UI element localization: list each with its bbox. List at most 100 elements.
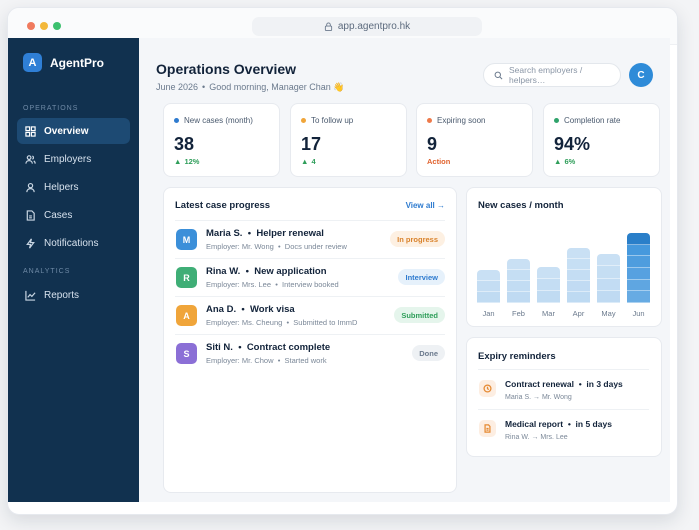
greeting: Good morning, Manager Chan 👋 [209, 82, 345, 92]
section-label-operations: OPERATIONS [23, 105, 79, 112]
stat-card-completion[interactable]: Completion rate 94% ▲ 6% [543, 103, 660, 177]
status-dot [554, 118, 559, 123]
stat-card-follow-up[interactable]: To follow up 17 ▲ 4 [290, 103, 407, 177]
stat-change: ▲ 6% [554, 157, 575, 166]
users-icon [25, 154, 36, 164]
sidebar-item-label: Helpers [44, 181, 79, 193]
new-cases-chart-panel: New cases / month Jan Feb Mar Apr May Jun [466, 187, 662, 327]
stat-card-new-cases[interactable]: New cases (month) 38 ▲ 12% [163, 103, 280, 177]
grid-icon [25, 125, 36, 137]
case-title: Ana D. • Work visa [206, 304, 295, 315]
sidebar-item-employers[interactable]: Employers [17, 146, 130, 172]
case-row[interactable]: R Rina W. • New application Employer: Mr… [175, 258, 445, 296]
stat-label-text: Completion rate [564, 116, 621, 125]
helper-name: Rina W. [206, 266, 241, 277]
case-note: Submitted to ImmD [293, 318, 358, 327]
view-all-link[interactable]: View all → [405, 201, 445, 210]
stat-value: 9 [427, 134, 438, 154]
x-tick-label: Apr [572, 309, 585, 318]
stat-change-text: 4 [311, 157, 316, 166]
reminder-item[interactable]: Contract renewal • in 3 days Maria S. → … [478, 369, 649, 409]
stat-value: 38 [174, 134, 195, 154]
close-window-button[interactable] [27, 22, 35, 30]
case-row[interactable]: S Siti N. • Contract complete Employer: … [175, 334, 445, 372]
case-meta: Employer: Mr. Chow • Started work [206, 356, 327, 365]
stat-value: 94% [554, 134, 591, 154]
trend-up-icon: ▲ [554, 157, 562, 166]
status-badge: In progress [390, 231, 445, 247]
case-row[interactable]: A Ana D. • Work visa Employer: Ms. Cheun… [175, 296, 445, 334]
trend-up-icon: ▲ [174, 157, 182, 166]
sidebar-item-label: Overview [44, 125, 89, 137]
trend-up-icon: ▲ [301, 157, 309, 166]
reminder-title: Medical report • in 5 days [505, 419, 612, 429]
bar-jan[interactable] [477, 270, 500, 303]
sidebar-item-notifications[interactable]: Notifications [17, 230, 130, 256]
sidebar-item-overview[interactable]: Overview [17, 118, 130, 144]
case-note: Docs under review [284, 242, 347, 251]
case-meta: Employer: Mrs. Lee • Interview booked [206, 280, 339, 289]
x-tick-label: May [601, 309, 616, 318]
reminder-due: in 3 days [586, 379, 623, 389]
maximize-window-button[interactable] [53, 22, 61, 30]
helper-name: Ana D. [206, 304, 237, 315]
user-avatar[interactable]: C [629, 63, 653, 87]
search-input[interactable]: Search employers / helpers… [483, 63, 621, 87]
sidebar-item-reports[interactable]: Reports [17, 282, 130, 308]
expiry-reminders-panel: Expiry reminders Contract renewal • in 3… [466, 337, 662, 457]
stat-change: Action [427, 157, 450, 166]
status-dot [174, 118, 179, 123]
separator: • [202, 82, 206, 92]
sidebar-item-helpers[interactable]: Helpers [17, 174, 130, 200]
case-meta: Employer: Ms. Cheung • Submitted to ImmD [206, 318, 358, 327]
sidebar-item-label: Notifications [44, 237, 99, 249]
stat-change: ▲ 12% [174, 157, 199, 166]
sidebar-item-cases[interactable]: Cases [17, 202, 130, 228]
stat-label: To follow up [301, 116, 353, 125]
reminder-name: Medical report [505, 419, 564, 429]
case-task: New application [254, 266, 327, 277]
helper-name: Siti N. [206, 342, 233, 353]
status-badge: Submitted [394, 307, 445, 323]
case-avatar: R [176, 267, 197, 288]
bar-mar[interactable] [537, 267, 560, 303]
search-icon [494, 71, 503, 79]
stat-card-expiring[interactable]: Expiring soon 9 Action [416, 103, 533, 177]
employer-name: Employer: Mr. Wong [206, 242, 274, 251]
reminder-meta: Rina W. → Mrs. Lee [505, 434, 568, 441]
bar-jun[interactable] [627, 233, 650, 303]
reminder-meta: Maria S. → Mr. Wong [505, 394, 572, 401]
bar-may[interactable] [597, 254, 620, 303]
minimize-window-button[interactable] [40, 22, 48, 30]
case-row[interactable]: M Maria S. • Helper renewal Employer: Mr… [175, 220, 445, 258]
sidebar-item-label: Reports [44, 289, 80, 301]
brand-name: AgentPro [50, 55, 104, 70]
bar-apr[interactable] [567, 248, 590, 303]
address-bar[interactable]: app.agentpro.hk [252, 17, 482, 36]
helper-name: Maria S. [206, 228, 243, 239]
reminder-item[interactable]: Medical report • in 5 days Rina W. → Mrs… [478, 409, 649, 449]
bar-feb[interactable] [507, 259, 530, 303]
section-label-analytics: ANALYTICS [23, 268, 71, 275]
bar-chart [477, 228, 653, 303]
current-date: June 2026 [156, 82, 199, 92]
sidebar-item-label: Cases [44, 209, 73, 221]
case-title: Maria S. • Helper renewal [206, 228, 324, 239]
chart-icon [25, 290, 36, 301]
status-dot [427, 118, 432, 123]
file-icon [26, 209, 35, 221]
case-note: Started work [284, 356, 327, 365]
case-title: Rina W. • New application [206, 266, 327, 277]
case-note: Interview booked [282, 280, 339, 289]
stat-label-text: Expiring soon [437, 116, 486, 125]
stat-label-text: To follow up [311, 116, 354, 125]
page-subtitle: June 2026 • Good morning, Manager Chan 👋 [156, 82, 344, 93]
stat-change-text: 12% [184, 157, 200, 166]
chart-title: New cases / month [478, 200, 564, 211]
stat-change-text: 6% [564, 157, 576, 166]
brand[interactable]: A AgentPro [23, 53, 104, 72]
x-tick-label: Feb [512, 309, 525, 318]
user-icon [26, 182, 35, 192]
panel-title: Latest case progress [175, 200, 271, 211]
search-placeholder: Search employers / helpers… [509, 65, 583, 85]
